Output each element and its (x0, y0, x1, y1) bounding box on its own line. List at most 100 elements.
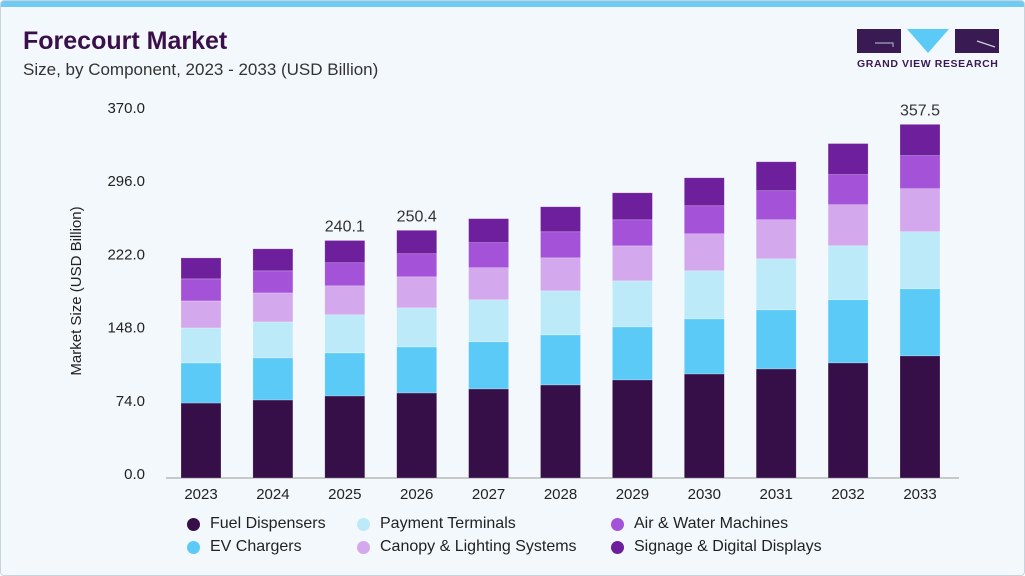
bar-segment (755, 219, 797, 260)
bar-segment (755, 258, 797, 311)
legend-label: Payment Terminals (380, 515, 516, 532)
bar-segment (252, 399, 294, 479)
legend-swatch (187, 540, 200, 554)
grand-view-research-logo (857, 29, 999, 53)
y-axis-label: Market Size (USD Billion) (68, 206, 85, 375)
bar-segment (755, 161, 797, 192)
legend-swatch (611, 540, 624, 554)
bar-segment (324, 352, 366, 397)
legend-label: Canopy & Lighting Systems (380, 538, 577, 555)
bar-segment (324, 262, 366, 287)
x-tick-label: 2031 (760, 486, 793, 503)
bar-segment (683, 270, 725, 320)
legend-swatch (357, 517, 370, 531)
bar-segment (683, 205, 725, 235)
x-tick-label: 2028 (544, 486, 577, 503)
data-label: 357.5 (900, 102, 940, 119)
bar-segment (683, 373, 725, 479)
bar-segment (827, 299, 869, 364)
legend-item: EV Chargers (187, 538, 302, 556)
legend-item: Fuel Dispensers (187, 515, 326, 533)
data-label: 240.1 (325, 218, 365, 235)
bar-segment (180, 327, 222, 364)
bar-segment (468, 299, 509, 343)
x-tick-label: 2024 (256, 486, 289, 503)
bar-segment (396, 253, 438, 278)
bar-segment (683, 318, 725, 375)
bar-segment (540, 290, 581, 336)
y-tick-label: 0.0 (124, 466, 145, 483)
bar-segment (324, 314, 366, 354)
x-tick-label: 2025 (328, 486, 361, 503)
bar-segment (540, 231, 581, 259)
data-label: 250.4 (397, 208, 437, 225)
legend-swatch (611, 517, 624, 531)
bar-segment (827, 362, 869, 479)
bar-segment (827, 245, 869, 301)
bar-segment (324, 395, 366, 479)
bar-segment (468, 218, 509, 243)
bar-segment (755, 190, 797, 221)
x-tick-label: 2033 (903, 486, 936, 503)
chart-subtitle: Size, by Component, 2023 - 2033 (USD Bil… (23, 60, 379, 79)
bar-segment (252, 248, 294, 272)
bar-segment (899, 188, 941, 232)
legend-label: Air & Water Machines (634, 515, 789, 532)
bar-segment (612, 379, 653, 479)
bar-segment (540, 384, 581, 479)
legend-swatch (187, 517, 200, 531)
chart-title: Forecourt Market (23, 27, 228, 55)
bar-segment (180, 300, 222, 329)
legend-label: EV Chargers (210, 538, 302, 555)
bar-segment (252, 292, 294, 323)
bar-segment (612, 245, 653, 282)
x-tick-label: 2030 (688, 486, 721, 503)
y-tick-label: 296.0 (107, 173, 145, 190)
bar-segment (683, 177, 725, 207)
bar-segment (468, 242, 509, 268)
bar-segment (396, 307, 438, 348)
bar-segment (396, 230, 438, 255)
y-tick-label: 74.0 (116, 393, 145, 410)
bar-segment (180, 402, 222, 479)
top-accent-bar (1, 1, 1024, 7)
x-tick-label: 2023 (184, 486, 217, 503)
bar-segment (252, 270, 294, 294)
bar-segment (396, 276, 438, 309)
bar-segment (324, 240, 366, 264)
y-tick-label: 222.0 (107, 246, 145, 263)
x-tick-label: 2027 (472, 486, 505, 503)
y-tick-label: 370.0 (107, 100, 145, 117)
bar-segment (612, 192, 653, 221)
bar-segment (612, 326, 653, 381)
bar-segment (683, 233, 725, 272)
legend-label: Fuel Dispensers (210, 515, 326, 532)
bar-segment (899, 155, 941, 189)
x-tick-label: 2026 (400, 486, 433, 503)
bar-segment (324, 285, 366, 316)
bar-segment (827, 174, 869, 205)
bar-segment (612, 219, 653, 247)
bar-segment (252, 357, 294, 401)
logo-text: GRAND VIEW RESEARCH (857, 58, 999, 70)
legend-swatch (357, 540, 370, 554)
legend-item: Canopy & Lighting Systems (357, 538, 577, 556)
legend-item: Air & Water Machines (611, 515, 788, 533)
bar-segment (180, 257, 222, 280)
bar-segment (755, 368, 797, 479)
bar-segment (899, 288, 941, 357)
bar-segment (540, 257, 581, 292)
bar-segment (396, 346, 438, 394)
bar-segment (468, 341, 509, 390)
bar-segment (468, 388, 509, 479)
x-tick-label: 2032 (831, 486, 864, 503)
legend-label: Signage & Digital Displays (634, 538, 822, 555)
bar-segment (612, 280, 653, 328)
y-tick-label: 148.0 (107, 320, 145, 337)
bar-segment (396, 392, 438, 479)
bar-segment (827, 204, 869, 247)
bar-segment (755, 309, 797, 370)
bar-segment (540, 334, 581, 386)
